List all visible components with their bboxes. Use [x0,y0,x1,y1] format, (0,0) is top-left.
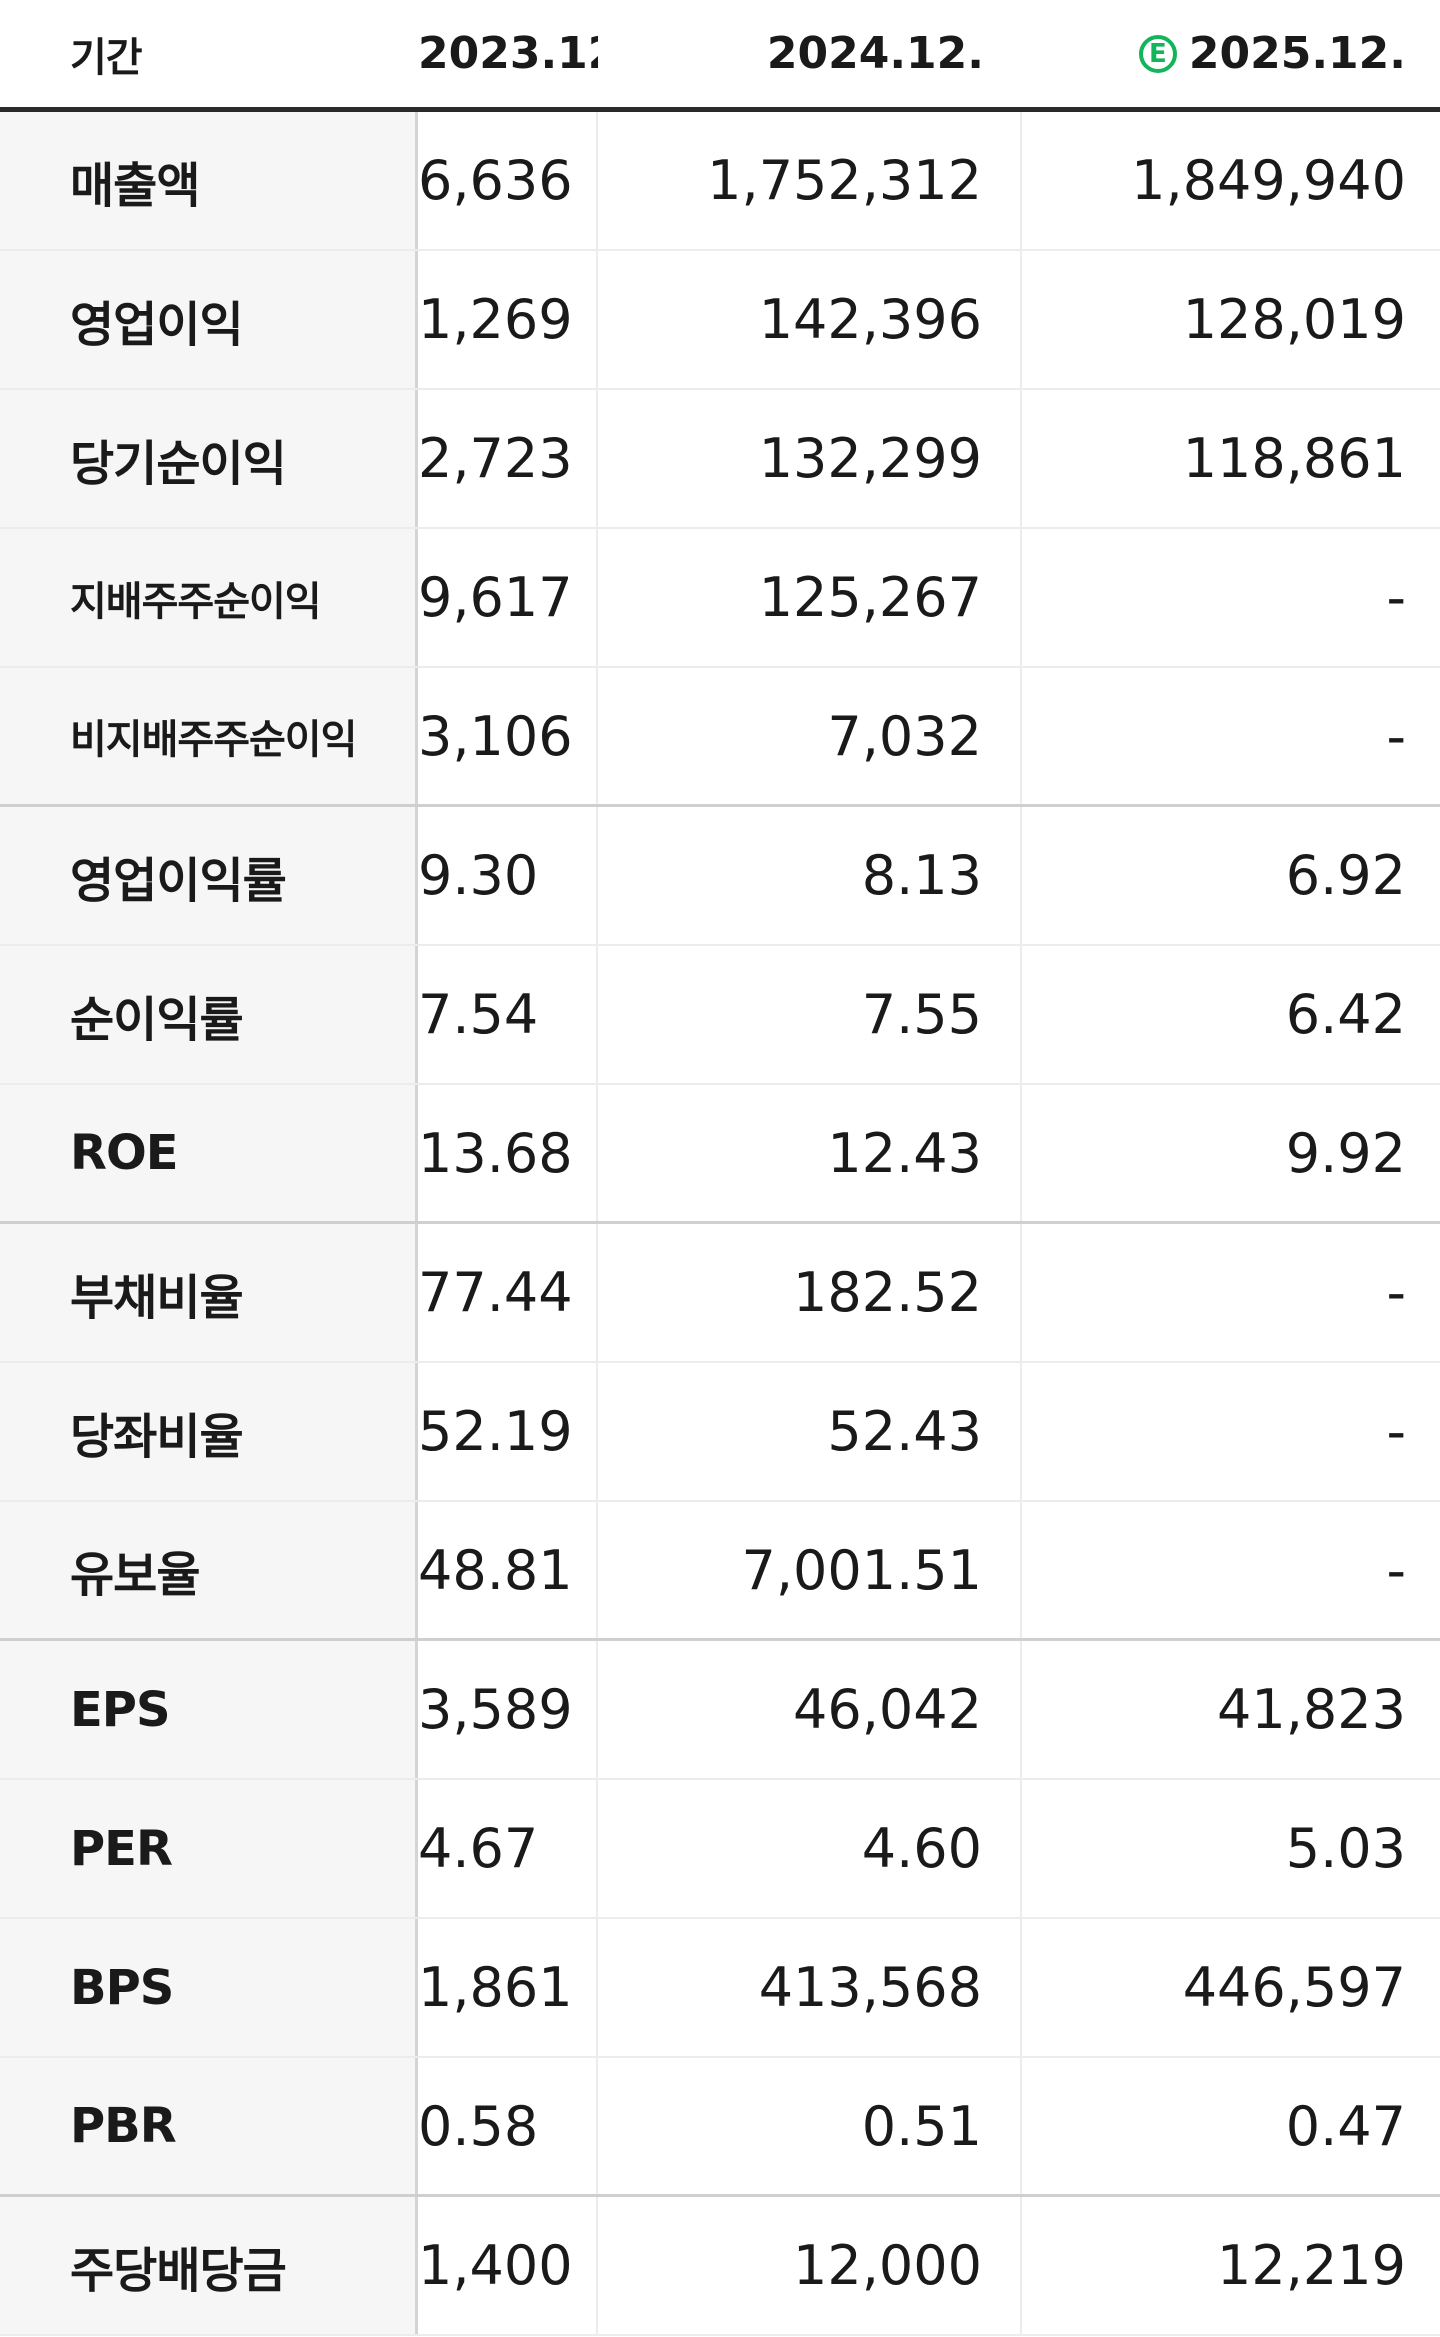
table-row-quick-ratio: 당좌비율 52.19 52.43 - [0,1363,1440,1502]
table-row-bps: BPS 1,861 413,568 446,597 [0,1919,1440,2058]
cell-2025: 118,861 [1182,427,1406,490]
cell-2023: 6,636 [418,112,598,249]
cell-2023: 48.81 [418,1502,598,1638]
cell-2023: 9.30 [418,807,598,944]
table-row-net-income: 당기순이익 2,723 132,299 118,861 [0,390,1440,529]
cell-2025: 446,597 [1182,1956,1406,2019]
row-label: PER [0,1780,418,1917]
cell-2023: 13.68 [418,1085,598,1221]
cell-2024: 182.52 [598,1224,1022,1361]
row-label: 비지배주주순이익 [0,668,418,804]
cell-2023: 0.58 [418,2058,598,2194]
column-header-2025-label: 2025.12. [1188,28,1406,79]
row-label: 영업이익률 [0,807,418,944]
cell-2024: 4.60 [598,1780,1022,1917]
cell-2025: - [1386,1261,1407,1324]
row-label: 당좌비율 [0,1363,418,1500]
table-row-reserve-ratio: 유보율 48.81 7,001.51 - [0,1502,1440,1641]
table-row-pbr: PBR 0.58 0.51 0.47 [0,2058,1440,2197]
column-header-2024[interactable]: 2024.12. [766,28,984,79]
cell-2024: 52.43 [598,1363,1022,1500]
cell-2024: 132,299 [598,390,1022,527]
table-row-dividend-per-share: 주당배당금 1,400 12,000 12,219 [0,2197,1440,2336]
table-header-row: 기간 2023.12. 2024.12. E 2025.12. [0,0,1440,112]
table-row-debt-ratio: 부채비율 77.44 182.52 - [0,1224,1440,1363]
cell-2024: 142,396 [598,251,1022,388]
cell-2023: 77.44 [418,1224,598,1361]
cell-2025: 0.47 [1285,2094,1406,2158]
table-row-net-margin: 순이익률 7.54 7.55 6.42 [0,946,1440,1085]
cell-2024: 12,000 [598,2197,1022,2334]
cell-2024: 12.43 [598,1085,1022,1221]
cell-2023: 3,106 [418,668,598,804]
table-row-roe: ROE 13.68 12.43 9.92 [0,1085,1440,1224]
cell-2025: 5.03 [1285,1817,1406,1880]
cell-2023: 1,400 [418,2197,598,2334]
row-label: 영업이익 [0,251,418,388]
cell-2023: 52.19 [418,1363,598,1500]
cell-2025: - [1386,1538,1407,1602]
table-row-operating-profit: 영업이익 1,269 142,396 128,019 [0,251,1440,390]
cell-2023: 4.67 [418,1780,598,1917]
cell-2025: 128,019 [1182,288,1406,351]
table-row-operating-margin: 영업이익률 9.30 8.13 6.92 [0,807,1440,946]
row-label: 부채비율 [0,1224,418,1361]
cell-2025: 6.42 [1285,983,1406,1046]
row-label: 당기순이익 [0,390,418,527]
cell-2024: 46,042 [598,1641,1022,1778]
cell-2025: - [1386,1400,1407,1463]
cell-2024: 413,568 [598,1919,1022,2056]
cell-2025: 41,823 [1217,1678,1406,1741]
table-row-eps: EPS 3,589 46,042 41,823 [0,1641,1440,1780]
cell-2025: - [1386,704,1407,768]
column-header-2025[interactable]: E 2025.12. [1022,0,1440,107]
row-label: BPS [0,1919,418,2056]
row-label: 주당배당금 [0,2197,418,2334]
cell-2023: 1,861 [418,1919,598,2056]
row-label: 순이익률 [0,946,418,1083]
cell-2024: 7,001.51 [598,1502,1022,1638]
cell-2025: 12,219 [1217,2234,1406,2297]
cell-2025: 6.92 [1285,844,1406,907]
row-label: 매출액 [0,112,418,249]
row-label: PBR [0,2058,418,2194]
cell-2024: 125,267 [598,529,1022,666]
cell-2024: 0.51 [598,2058,1022,2194]
table-row-controlling-net-income: 지배주주순이익 9,617 125,267 - [0,529,1440,668]
cell-2023: 2,723 [418,390,598,527]
row-label: EPS [0,1641,418,1778]
table-row-revenue: 매출액 6,636 1,752,312 1,849,940 [0,112,1440,251]
column-header-2023[interactable]: 2023.12. [418,28,598,79]
cell-2024: 7,032 [598,668,1022,804]
table-row-per: PER 4.67 4.60 5.03 [0,1780,1440,1919]
row-label: 유보율 [0,1502,418,1638]
cell-2025: - [1386,566,1407,629]
cell-2024: 8.13 [598,807,1022,944]
cell-2024: 7.55 [598,946,1022,1083]
cell-2023: 3,589 [418,1641,598,1778]
row-label: ROE [0,1085,418,1221]
cell-2024: 1,752,312 [598,112,1022,249]
cell-2025: 1,849,940 [1131,149,1406,212]
cell-2023: 1,269 [418,251,598,388]
cell-2025: 9.92 [1285,1121,1406,1185]
row-label: 지배주주순이익 [0,529,418,666]
period-header-label: 기간 [0,0,418,107]
table-row-noncontrolling-net-income: 비지배주주순이익 3,106 7,032 - [0,668,1440,807]
estimate-icon: E [1138,34,1177,73]
cell-2023: 7.54 [418,946,598,1083]
cell-2023: 9,617 [418,529,598,666]
